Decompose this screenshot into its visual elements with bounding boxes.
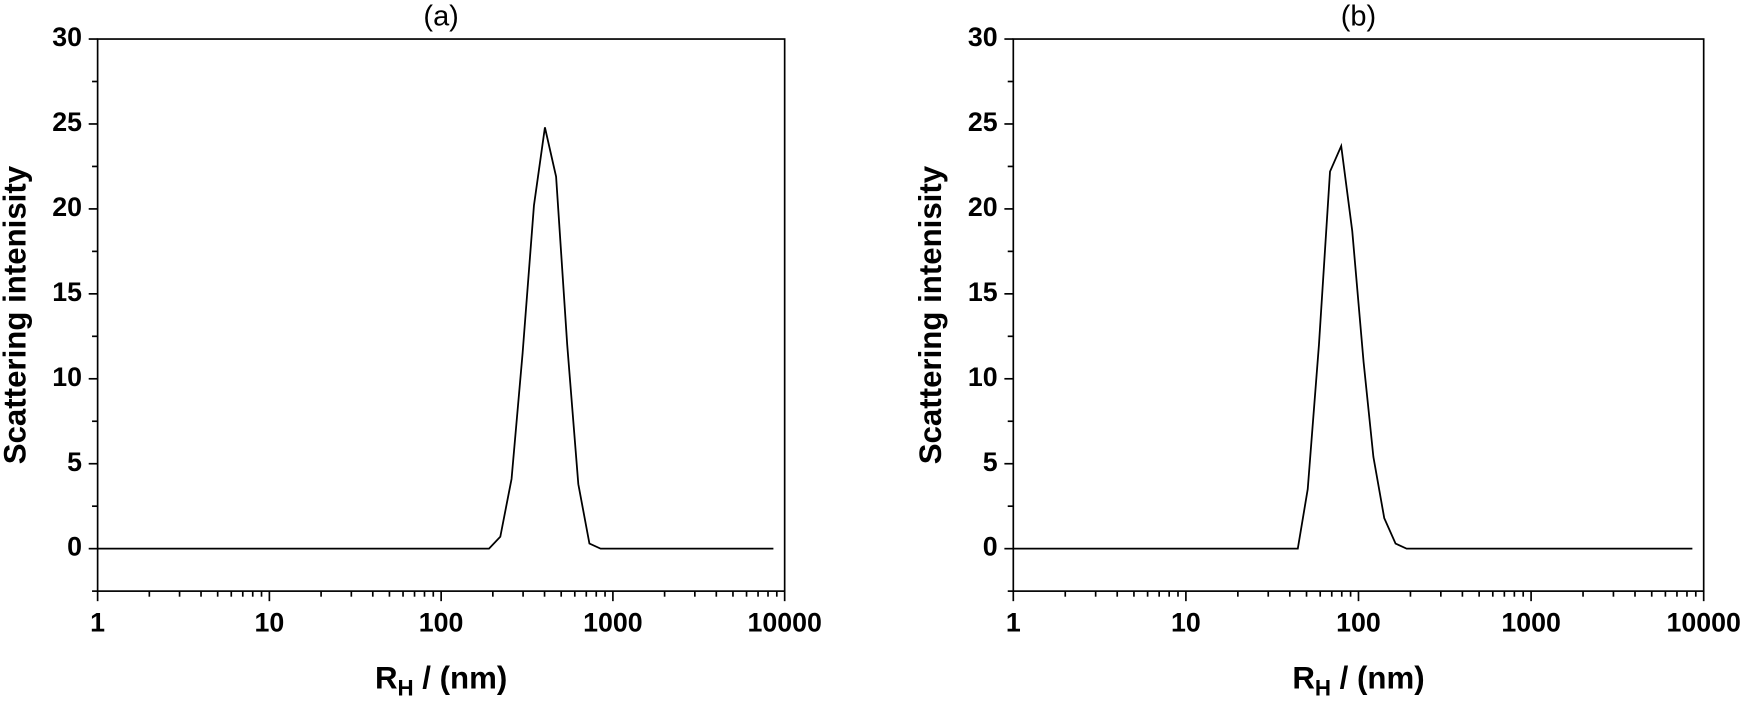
x-tick-label: 10000 [1666, 608, 1740, 638]
data-line [97, 127, 774, 550]
chart-title: (a) [423, 1, 458, 33]
data-line [1013, 142, 1693, 550]
y-tick-label: 10 [968, 362, 998, 392]
x-label-main: R [1292, 661, 1315, 696]
y-tick-label: 20 [968, 192, 998, 222]
x-tick-label: 1 [90, 608, 105, 638]
y-tick-label: 30 [968, 22, 998, 52]
x-tick-label: 1000 [583, 608, 643, 638]
chart-title: (b) [1341, 1, 1376, 33]
x-label-main: R [375, 661, 398, 696]
y-tick-label: 0 [67, 532, 82, 562]
x-label-rest: / (nm) [414, 661, 508, 696]
x-label-rest: / (nm) [1331, 661, 1425, 696]
x-label-sub: H [398, 675, 414, 700]
y-tick-label: 30 [52, 22, 82, 52]
y-axis-label: Scattering intenisity [913, 165, 948, 464]
y-tick-label: 15 [968, 277, 998, 307]
y-tick-label: 0 [983, 532, 998, 562]
plot-frame [96, 38, 786, 592]
x-axis-label: RH / (nm) [1292, 661, 1424, 701]
y-tick-label: 20 [52, 192, 82, 222]
x-tick-label: 10 [254, 608, 284, 638]
y-tick-label: 25 [52, 107, 82, 137]
x-tick-label: 100 [1336, 608, 1381, 638]
y-tick-label: 10 [52, 362, 82, 392]
y-axis-label: Scattering intenisity [0, 165, 33, 464]
y-tick-label: 25 [968, 107, 998, 137]
x-tick-label: 100 [419, 608, 464, 638]
y-tick-label: 15 [52, 277, 82, 307]
x-tick-label: 1000 [1501, 608, 1561, 638]
y-tick-label: 5 [983, 447, 998, 477]
x-axis-label: RH / (nm) [375, 661, 507, 701]
plot-frame [1012, 38, 1705, 592]
x-tick-label: 10 [1171, 608, 1201, 638]
x-label-sub: H [1315, 675, 1331, 700]
x-tick-label: 1 [1006, 608, 1021, 638]
x-tick-label: 10000 [747, 608, 821, 638]
y-tick-label: 5 [67, 447, 82, 477]
